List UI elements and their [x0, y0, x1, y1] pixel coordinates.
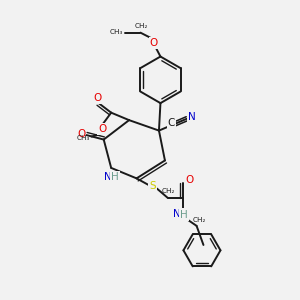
Text: O: O — [185, 176, 193, 185]
Text: O: O — [150, 38, 158, 48]
Text: N: N — [104, 172, 112, 182]
Text: H: H — [180, 209, 188, 220]
Text: CH₂: CH₂ — [134, 23, 148, 29]
Text: O: O — [93, 93, 102, 103]
Text: O: O — [77, 129, 85, 139]
Text: CH₂: CH₂ — [161, 188, 175, 194]
Text: S: S — [149, 181, 156, 191]
Text: CH₃: CH₃ — [110, 29, 123, 35]
Text: CH₂: CH₂ — [193, 218, 206, 224]
Text: CH₃: CH₃ — [76, 135, 90, 141]
Text: H: H — [111, 172, 118, 182]
Text: O: O — [98, 124, 106, 134]
Text: C: C — [168, 118, 175, 128]
Text: N: N — [173, 209, 181, 219]
Text: N: N — [188, 112, 196, 122]
